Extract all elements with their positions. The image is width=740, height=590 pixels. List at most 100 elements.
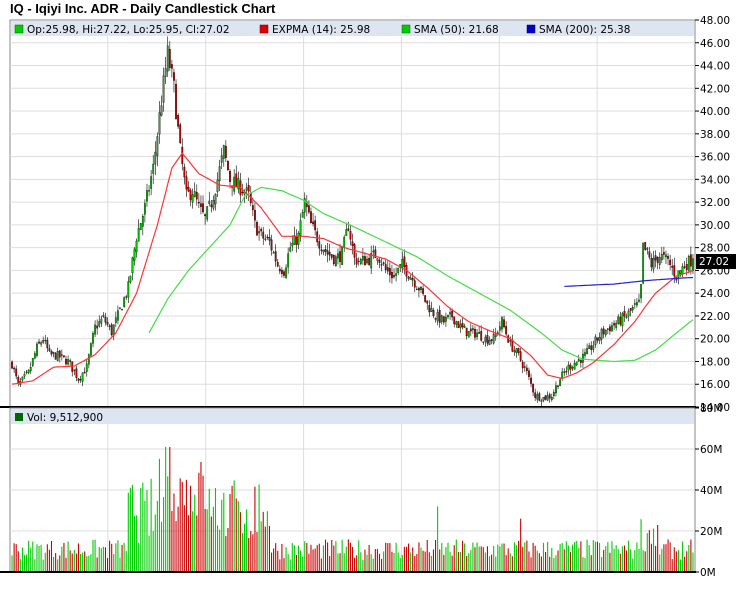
candle-body: [669, 259, 672, 265]
candle-body: [455, 321, 458, 325]
chart-title: IQ - Iqiyi Inc. ADR - Daily Candlestick …: [10, 1, 276, 16]
candle-body: [42, 340, 45, 343]
candle-body: [210, 204, 213, 208]
candle-body: [486, 335, 489, 344]
candle-body: [158, 112, 161, 135]
candle-body: [204, 214, 207, 217]
overlays: [11, 152, 694, 385]
candle-body: [278, 268, 281, 272]
candle-body: [445, 316, 447, 322]
candle-body: [108, 325, 111, 328]
candle-body: [328, 251, 331, 256]
candle-body: [503, 319, 505, 328]
candle-body: [561, 371, 564, 379]
volume-bars: [11, 446, 694, 572]
candle-body: [92, 333, 94, 344]
candle-body: [54, 352, 57, 360]
price-tick-label: 42.00: [700, 83, 730, 95]
candle-body: [584, 352, 586, 356]
candle-body: [609, 326, 611, 332]
price-legend-bar: [11, 21, 694, 36]
candle-body: [90, 343, 92, 356]
candle-body: [461, 323, 464, 328]
candle-body: [465, 327, 468, 337]
candle-body: [662, 252, 665, 255]
candle-body: [521, 362, 524, 369]
candle-body: [627, 310, 630, 317]
candle-body: [216, 179, 219, 192]
candle-body: [339, 251, 341, 262]
candle-body: [299, 220, 302, 236]
candle-body: [629, 308, 632, 311]
candle-body: [453, 316, 456, 325]
candle-body: [374, 249, 377, 258]
volume-tick-label: 20M: [700, 526, 722, 538]
candle-body: [98, 321, 101, 327]
candle-body: [530, 377, 532, 384]
candle-body: [447, 314, 449, 318]
candle-body: [386, 267, 389, 272]
candle-body: [687, 255, 690, 271]
candle-body: [623, 311, 626, 317]
candle-body: [359, 259, 362, 264]
candle-body: [202, 203, 204, 213]
candle-body: [224, 145, 227, 158]
candle-body: [21, 376, 24, 381]
candle-body: [119, 307, 121, 309]
candle-body: [436, 312, 439, 322]
candle-body: [160, 105, 163, 116]
candle-body: [517, 348, 520, 353]
candle-body: [677, 270, 680, 278]
candle-body: [266, 236, 269, 238]
sma50-line: [148, 186, 694, 363]
candle-body: [245, 187, 248, 191]
sma200-line: [564, 276, 694, 287]
candle-body: [44, 339, 47, 342]
candle-body: [256, 222, 258, 236]
price-tick-label: 40.00: [700, 106, 730, 118]
candle-body: [492, 334, 495, 344]
candle-body: [162, 75, 165, 103]
candle-body: [467, 331, 470, 338]
candle-body: [625, 316, 628, 318]
candle-body: [31, 358, 34, 366]
candle-body: [38, 341, 40, 344]
candle-body: [189, 190, 192, 201]
candle-body: [170, 64, 173, 69]
candle-body: [463, 325, 466, 328]
candle-body: [94, 324, 96, 335]
candle-body: [270, 239, 273, 251]
candle-body: [660, 254, 663, 261]
candle-body: [407, 276, 410, 279]
price-tick-label: 16.00: [700, 379, 730, 391]
volume-legend-swatch: [15, 413, 23, 421]
candle-body: [679, 270, 682, 274]
volume-tick-label: 60M: [700, 444, 722, 456]
candle-body: [388, 268, 391, 276]
candle-body: [573, 363, 576, 370]
volume-tick-label: 80M: [700, 403, 722, 415]
candle-body: [229, 171, 231, 182]
volume-tick-label: 0M: [700, 567, 716, 579]
candle-body: [272, 252, 275, 254]
candle-body: [357, 260, 360, 262]
candle-body: [606, 328, 609, 330]
price-tick-label: 46.00: [700, 38, 730, 50]
candle-body: [409, 277, 412, 280]
candle-body: [274, 251, 277, 262]
candle-body: [139, 223, 142, 230]
candle-body: [598, 337, 601, 341]
candle-body: [168, 49, 171, 68]
candle-body: [287, 253, 290, 268]
candle-body: [673, 265, 676, 277]
candle-body: [582, 353, 584, 363]
candle-body: [689, 254, 692, 267]
candle-body: [644, 242, 647, 250]
candle-body: [121, 309, 123, 311]
candle-body: [420, 287, 422, 290]
candle-body: [411, 278, 414, 281]
candle-body: [233, 176, 236, 192]
candle-body: [214, 194, 217, 205]
candle-body: [237, 177, 240, 190]
candle-body: [540, 400, 543, 402]
